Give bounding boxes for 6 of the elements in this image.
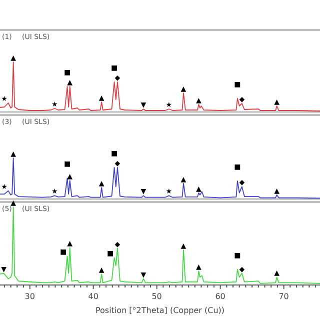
x-tick-label: 40	[88, 292, 98, 301]
x-tick-label: 30	[24, 292, 35, 301]
x-axis-title: Position [°2Theta] (Copper (Cu))	[95, 306, 225, 315]
x-tick-label: 70	[278, 292, 289, 301]
x-tick-label: 60	[215, 292, 226, 301]
x-tick-label: 50	[152, 292, 162, 301]
